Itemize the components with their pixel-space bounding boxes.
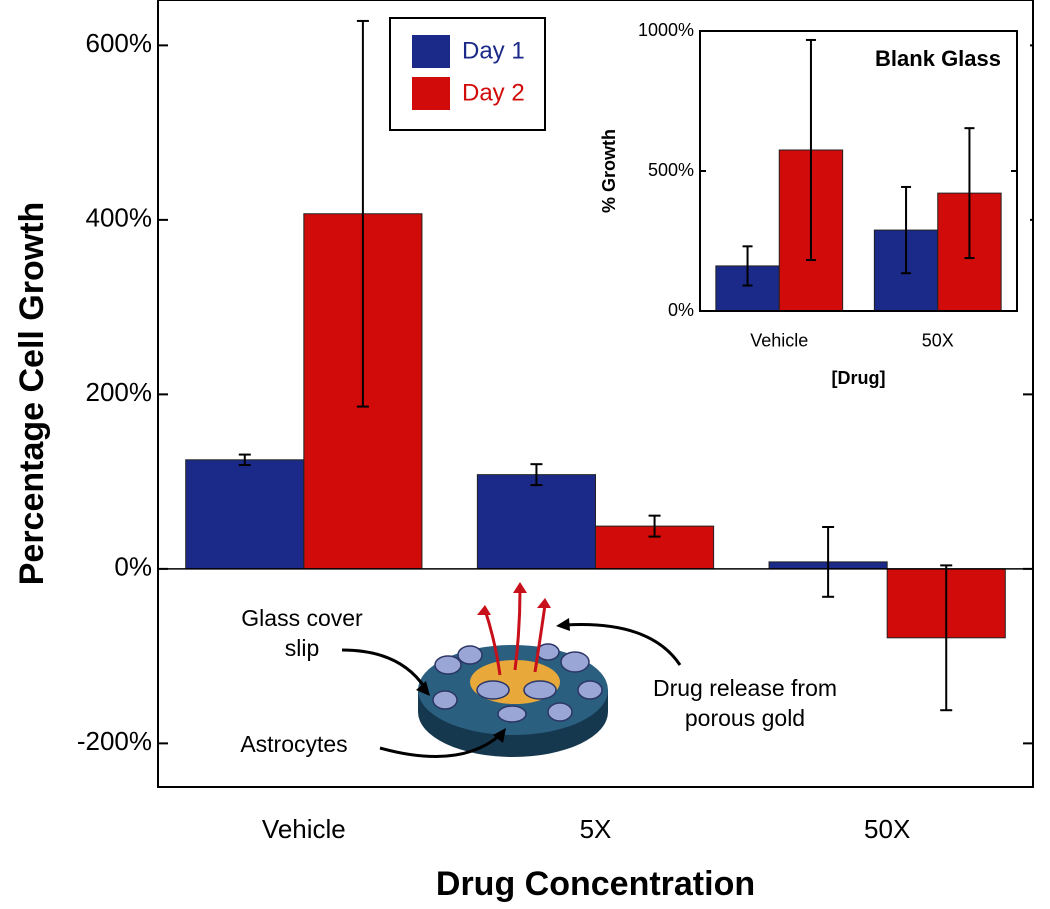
cells	[432, 643, 603, 723]
release-arrows	[483, 589, 547, 676]
y-tick-label: 400%	[86, 203, 153, 233]
error-bar	[805, 38, 816, 262]
x-axis-label: [Drug]	[832, 368, 886, 388]
error-bar	[742, 245, 753, 287]
y-tick-label: 200%	[86, 377, 153, 407]
y-tick-label: 500%	[648, 160, 694, 180]
inset-title: Blank Glass	[875, 46, 1001, 71]
error-bar	[901, 185, 912, 275]
error-bar	[648, 514, 661, 538]
x-axis-label: Drug Concentration	[436, 865, 755, 903]
error-bar	[356, 19, 369, 408]
legend-frame	[389, 17, 546, 131]
plot	[715, 38, 1002, 312]
error-bar	[822, 525, 835, 598]
y-tick-label: 1000%	[638, 20, 694, 40]
bar	[185, 459, 305, 570]
annotation: Glass cover	[241, 605, 363, 631]
annotation: Astrocytes	[240, 731, 347, 757]
plot	[185, 19, 1006, 712]
error-bar	[238, 453, 251, 467]
y-tick-label: 0%	[114, 552, 152, 582]
x-tick-label: 50X	[864, 814, 910, 844]
bar	[476, 474, 596, 570]
x-tick-label: 50X	[922, 330, 954, 350]
y-tick-label: 600%	[86, 28, 153, 58]
cell-diagram	[341, 582, 682, 758]
legend-swatch	[412, 35, 450, 68]
release-arrowheads	[477, 582, 551, 615]
legend-label: Day 2	[462, 79, 525, 106]
y-axis-label: Percentage Cell Growth	[13, 202, 51, 586]
error-bar	[940, 564, 953, 712]
y-axis-label: % Growth	[599, 129, 619, 213]
x-tick-label: Vehicle	[750, 330, 808, 350]
legend-swatch	[412, 77, 450, 110]
error-bar	[964, 127, 975, 260]
x-tick-label: 5X	[580, 814, 612, 844]
pointer-arrowheads	[416, 618, 570, 743]
annotation: Drug release from	[653, 675, 837, 701]
pointer-arrows	[341, 623, 682, 758]
y-tick-label: -200%	[77, 726, 152, 756]
annotation: slip	[285, 635, 320, 661]
x-tick-label: Vehicle	[262, 814, 346, 844]
legend-label: Day 1	[462, 37, 525, 64]
error-bar	[530, 463, 543, 487]
y-tick-label: 0%	[668, 300, 694, 320]
annotation: porous gold	[685, 705, 805, 731]
